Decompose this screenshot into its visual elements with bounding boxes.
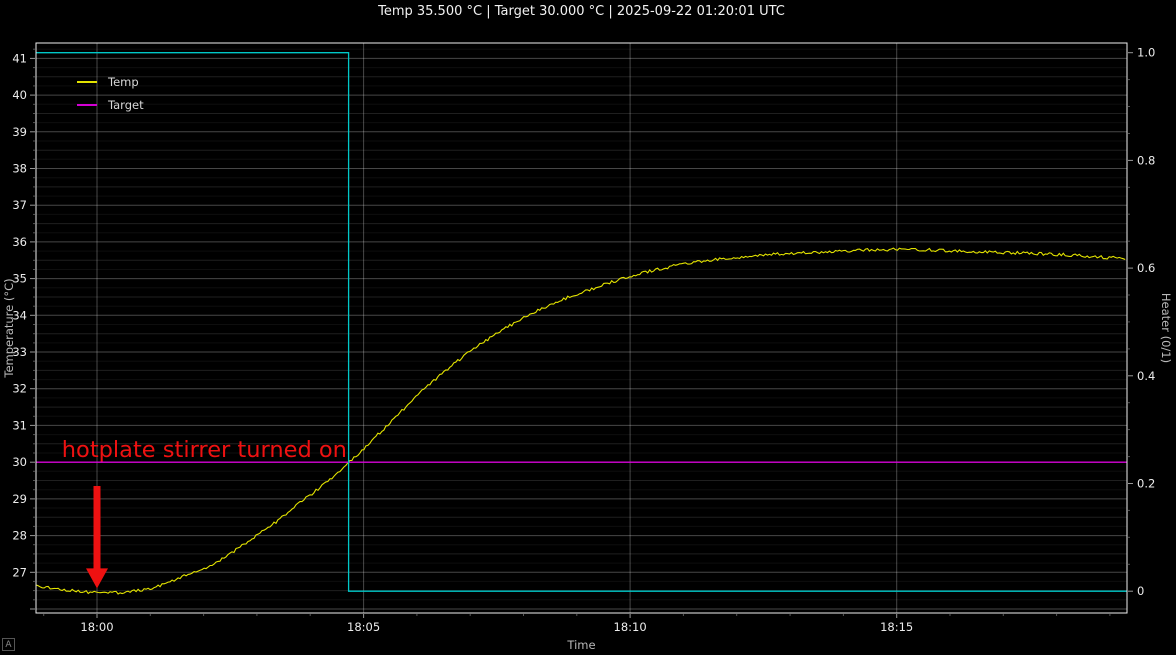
autorange-button[interactable]: A [2, 638, 15, 651]
right-axis-ticks: 0 0.2 0.4 0.6 0.8 1.0 [1128, 46, 1155, 598]
y-left-tick-label: 40 [12, 88, 27, 102]
legend[interactable]: Temp Target [77, 70, 144, 116]
y-left-tick-label: 29 [12, 492, 27, 506]
x-tick-label: 18:05 [347, 620, 380, 634]
y-left-tick-label: 27 [12, 565, 27, 579]
legend-label: Temp [108, 74, 139, 89]
y-right-tick-label: 0.6 [1137, 261, 1155, 275]
y-left-tick-label: 36 [12, 235, 27, 249]
y-right-tick-label: 0.2 [1137, 477, 1155, 491]
y-left-tick-label: 34 [12, 308, 27, 322]
y-right-tick-label: 0.4 [1137, 369, 1155, 383]
y-left-tick-label: 32 [12, 382, 27, 396]
y-left-tick-label: 37 [12, 198, 27, 212]
chart-title: Temp 35.500 °C | Target 30.000 °C | 2025… [378, 4, 785, 19]
target-line-swatch [77, 103, 97, 106]
temp-line-swatch [77, 80, 97, 83]
y-left-tick-label: 38 [12, 162, 27, 176]
y-axis-label-left: Temperature (°C) [2, 278, 16, 378]
x-axis-label: Time [567, 638, 596, 652]
series [36, 52, 1127, 595]
bottom-axis-ticks: 18:00 18:05 18:10 18:15 [43, 614, 1111, 634]
y-left-tick-label: 30 [12, 455, 27, 469]
grid-horizontal [36, 48, 1127, 610]
legend-item-temp: Temp [77, 70, 144, 93]
y-right-tick-label: 0.8 [1137, 153, 1155, 167]
y-left-tick-label: 28 [12, 529, 27, 543]
x-tick-label: 18:15 [880, 620, 913, 634]
y-left-tick-label: 41 [12, 51, 27, 65]
y-left-tick-label: 39 [12, 125, 27, 139]
legend-label: Target [108, 97, 144, 112]
y-left-tick-label: 33 [12, 345, 27, 359]
y-left-tick-label: 35 [12, 272, 27, 286]
annotation-text: hotplate stirrer turned on [62, 437, 347, 463]
legend-item-target: Target [77, 93, 144, 116]
series-heater [36, 52, 1127, 592]
annotation: hotplate stirrer turned on [62, 437, 347, 589]
plot-border [35, 42, 1128, 614]
grid-vertical [96, 43, 898, 613]
x-tick-label: 18:00 [80, 620, 113, 634]
y-right-tick-label: 0 [1137, 584, 1144, 598]
annotation-arrow [86, 486, 108, 589]
y-axis-label-right: Heater (0/1) [1159, 292, 1173, 364]
y-left-tick-label: 31 [12, 418, 27, 432]
left-axis-ticks: 27 28 29 30 31 32 33 34 35 36 37 38 39 40 41 [12, 48, 35, 610]
y-right-tick-label: 1.0 [1137, 46, 1155, 60]
series-temp [36, 247, 1126, 595]
x-tick-label: 18:10 [614, 620, 647, 634]
